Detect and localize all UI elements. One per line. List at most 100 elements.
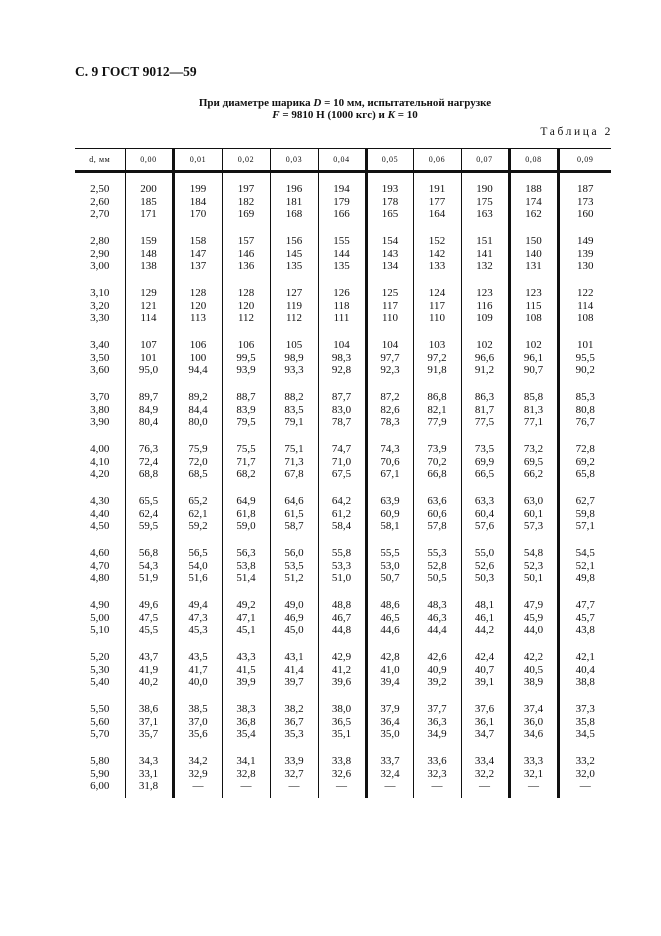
- spacer-cell: [270, 792, 319, 798]
- hardness-cell: 82,1: [413, 403, 462, 416]
- spacer-cell: [173, 324, 223, 339]
- spacer-cell: [318, 532, 368, 547]
- hardness-cell: 36,8: [222, 715, 271, 728]
- subtitle-symbol-f: F: [272, 109, 280, 121]
- table-row: 4,30 65,5 65,2 64,9 64,6 64,2 63,9 63,6 63,3 63,0…: [75, 495, 611, 508]
- hardness-cell: 41,4: [270, 663, 319, 676]
- spacer-cell: [125, 688, 175, 703]
- hardness-cell: 88,7: [222, 391, 271, 404]
- spacer-cell: [222, 740, 271, 755]
- hardness-cell: 55,3: [413, 547, 462, 560]
- hardness-cell: 42,4: [461, 651, 511, 664]
- spacer-cell: [318, 792, 368, 798]
- hardness-cell: 69,5: [509, 455, 560, 468]
- spacer-cell: [461, 532, 511, 547]
- subtitle-text: = 10: [394, 109, 418, 121]
- group-spacer: [75, 584, 611, 599]
- hardness-cell: 67,8: [270, 468, 319, 481]
- hardness-cell: 146: [222, 247, 271, 260]
- hardness-cell: 122: [577, 287, 594, 299]
- spacer-cell: [558, 273, 611, 288]
- hardness-cell: 130: [577, 260, 594, 272]
- hardness-cell: 63,0: [509, 495, 560, 508]
- hardness-cell: 99,5: [222, 351, 271, 364]
- hardness-cell: 49,4: [173, 599, 223, 612]
- table-row: 4,60 56,8 56,5 56,3 56,0 55,8 55,5 55,3 55,0 54,8…: [75, 547, 611, 560]
- hardness-cell: 34,7: [461, 728, 511, 741]
- spacer-cell: [125, 376, 175, 391]
- hardness-cell: 55,5: [366, 547, 414, 560]
- hardness-cell: 41,5: [222, 663, 271, 676]
- spacer-cell: [461, 792, 511, 798]
- hardness-cell: 59,5: [125, 520, 175, 533]
- hardness-cell: 46,3: [413, 611, 462, 624]
- hardness-cell: 70,6: [366, 455, 414, 468]
- spacer-cell: [558, 172, 611, 184]
- hardness-cell: 47,7: [575, 599, 595, 611]
- hardness-cell: 33,8: [318, 755, 368, 768]
- hardness-cell: 56,0: [270, 547, 319, 560]
- hardness-cell: 45,9: [509, 611, 560, 624]
- table-row: 2,60 185 184 182 181 179 178 177 175 174 173: [75, 195, 611, 208]
- table-row: 5,00 47,5 47,3 47,1 46,9 46,7 46,5 46,3 46,1 45,9…: [75, 611, 611, 624]
- hardness-cell: 129: [125, 287, 175, 300]
- diameter-cell: 4,30: [75, 495, 126, 508]
- hardness-cell: 89,7: [125, 391, 175, 404]
- spacer-cell: [318, 584, 368, 599]
- hardness-cell: 42,9: [318, 651, 368, 664]
- column-header: 0,03: [270, 148, 319, 173]
- table-header-row: d, мм 0,00 0,01 0,02 0,03 0,04 0,05 0,06 0,07 0,0…: [75, 148, 611, 173]
- column-header: 0,07: [461, 148, 511, 173]
- hardness-cell: —: [222, 780, 271, 793]
- diameter-cell: 5,60: [75, 715, 126, 728]
- column-header: 0,01: [173, 148, 223, 173]
- hardness-cell: 54,3: [125, 559, 175, 572]
- hardness-cell: 32,6: [318, 767, 368, 780]
- spacer-cell: [366, 792, 414, 798]
- hardness-cell: 63,3: [461, 495, 511, 508]
- spacer-cell: [270, 428, 319, 443]
- diameter-cell: 3,00: [75, 260, 126, 273]
- hardness-cell: 103: [413, 339, 462, 352]
- spacer-cell: [75, 532, 126, 547]
- spacer-cell: [413, 428, 462, 443]
- hardness-cell: 109: [461, 312, 511, 325]
- hardness-cell: 106: [222, 339, 271, 352]
- hardness-cell: 75,1: [270, 443, 319, 456]
- hardness-cell: 56,8: [125, 547, 175, 560]
- hardness-cell: 35,7: [125, 728, 175, 741]
- hardness-cell: 96,6: [461, 351, 511, 364]
- hardness-cell: —: [579, 780, 591, 792]
- hardness-cell: 74,7: [318, 443, 368, 456]
- hardness-cell: 144: [318, 247, 368, 260]
- spacer-cell: [461, 220, 511, 235]
- hardness-cell: 140: [509, 247, 560, 260]
- spacer-cell: [461, 688, 511, 703]
- spacer-cell: [75, 688, 126, 703]
- hardness-cell: 46,7: [318, 611, 368, 624]
- hardness-cell: 150: [509, 235, 560, 248]
- hardness-cell: 38,3: [222, 703, 271, 716]
- diameter-cell: 4,20: [75, 468, 126, 481]
- hardness-cell: 48,1: [461, 599, 511, 612]
- hardness-cell: 123: [461, 287, 511, 300]
- spacer-cell: [270, 171, 319, 183]
- spacer-cell: [173, 584, 223, 599]
- hardness-cell: 61,8: [222, 507, 271, 520]
- hardness-cell: 53,8: [222, 559, 271, 572]
- table-row: 4,20 68,8 68,5 68,2 67,8 67,5 67,1 66,8 66,5 66,2…: [75, 468, 611, 481]
- hardness-cell: 38,9: [509, 676, 560, 689]
- spacer-cell: [318, 688, 368, 703]
- spacer-cell: [413, 480, 462, 495]
- diameter-cell: 4,70: [75, 559, 126, 572]
- hardness-cell: 162: [509, 208, 560, 221]
- spacer-cell: [413, 171, 462, 183]
- spacer-cell: [270, 584, 319, 599]
- spacer-cell: [270, 272, 319, 287]
- hardness-cell: 119: [270, 299, 319, 312]
- spacer-cell: [558, 689, 611, 704]
- hardness-cell: 111: [318, 312, 368, 325]
- hardness-cell: 52,8: [413, 559, 462, 572]
- hardness-cell: 53,5: [270, 559, 319, 572]
- hardness-cell: 101: [577, 339, 594, 351]
